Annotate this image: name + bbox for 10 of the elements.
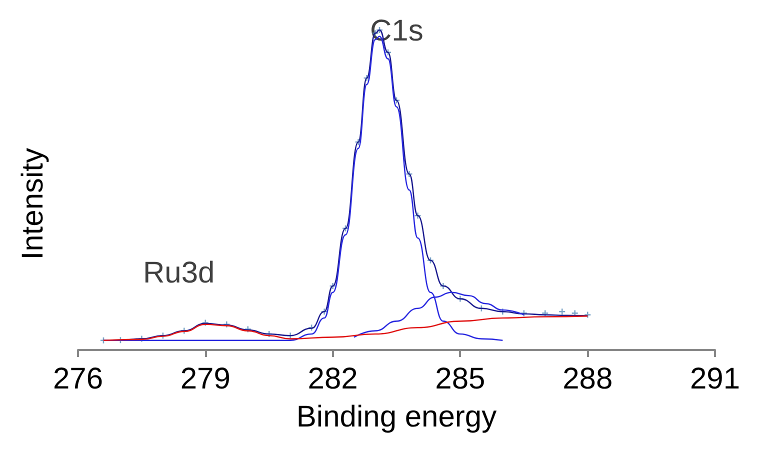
y-axis-title: Intensity: [16, 148, 50, 260]
x-tick-label: 276: [52, 362, 104, 396]
x-tick-label: 279: [180, 362, 230, 396]
x-tick-label: 288: [562, 362, 613, 396]
annotation: C1s: [370, 14, 424, 48]
x-tick-label: 282: [308, 362, 358, 396]
x-tick-label: 291: [690, 362, 740, 396]
annotation: Ru3d: [143, 256, 215, 290]
x-axis-title: Binding energy: [296, 400, 497, 434]
x-tick-label: 285: [435, 362, 486, 396]
